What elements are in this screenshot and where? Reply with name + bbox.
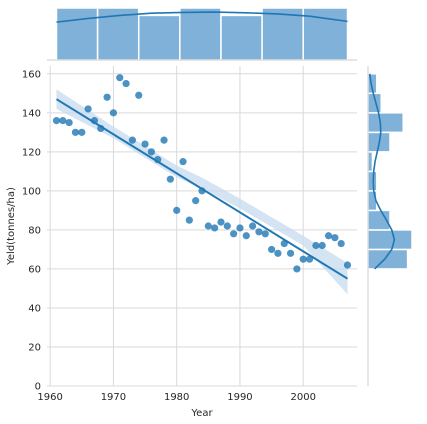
scatter-points (52, 74, 352, 273)
x-tick-label: 1970 (101, 392, 126, 403)
scatter-point (324, 232, 333, 240)
scatter-point (116, 74, 124, 82)
scatter-point (299, 255, 307, 263)
scatter-point (286, 249, 295, 257)
scatter-point (204, 222, 212, 230)
scatter-point (160, 136, 168, 144)
scatter-point (261, 230, 269, 238)
y-tick-label: 100 (22, 186, 41, 197)
y-tick-label: 0 (35, 382, 41, 393)
y-tick-label: 80 (28, 225, 41, 236)
scatter-point (173, 206, 181, 214)
x-tick-label: 1980 (164, 392, 189, 403)
scatter-point (128, 136, 137, 144)
scatter-point (103, 93, 111, 101)
y-tick-label: 120 (22, 147, 41, 158)
scatter-point (337, 239, 345, 248)
scatter-point (217, 218, 225, 226)
y-kde-curve (368, 73, 396, 270)
x-axis-label: Year (190, 408, 213, 419)
scatter-point (255, 228, 263, 236)
scatter-point (242, 232, 250, 240)
scatter-point (84, 105, 92, 113)
y-tick-label: 160 (22, 69, 41, 80)
scatter-point (198, 187, 206, 195)
top-marginal-histogram (47, 7, 357, 61)
x-tick-label: 2000 (290, 392, 315, 403)
scatter-point (65, 118, 73, 127)
y-axis-label: Yeld(tonnes/ha) (6, 187, 17, 266)
scatter-point (109, 109, 118, 117)
x-histogram-bar (137, 14, 181, 61)
scatter-point (78, 128, 86, 136)
y-tick-label: 40 (28, 303, 41, 314)
scatter-point (274, 249, 282, 257)
grid (47, 66, 357, 387)
x-tick-label: 1990 (227, 392, 252, 403)
y-histogram-bar (367, 170, 378, 192)
y-histogram-bar (367, 229, 413, 251)
y-histogram-bar (367, 112, 404, 134)
scatter-point (154, 156, 162, 164)
x-histogram-bar (55, 7, 99, 61)
x-histogram-bar (220, 14, 263, 61)
scatter-point (293, 265, 301, 273)
scatter-point (71, 128, 80, 136)
scatter-point (280, 239, 288, 248)
scatter-point (318, 241, 326, 250)
y-histogram-bar (367, 151, 374, 173)
scatter-point (141, 140, 149, 148)
scatter-point (52, 117, 61, 125)
scatter-point (135, 91, 143, 99)
scatter-point (343, 261, 352, 269)
y-tick-label: 140 (22, 108, 41, 119)
x-tick-label: 1960 (37, 392, 62, 403)
scatter-point (90, 117, 99, 125)
x-histogram-bar (179, 7, 222, 61)
x-histogram-bar (261, 7, 304, 61)
scatter-point (179, 158, 187, 166)
scatter-point (122, 79, 130, 88)
scatter-point (211, 224, 219, 232)
scatter-point (223, 222, 231, 230)
scatter-point (305, 255, 314, 263)
scatter-point (312, 241, 320, 250)
scatter-point (59, 117, 67, 125)
scatter-point (230, 230, 238, 238)
scatter-point (331, 234, 339, 242)
scatter-point (236, 224, 244, 232)
scatter-point (267, 245, 276, 254)
scatter-point (249, 222, 257, 230)
x-kde-curve (56, 11, 348, 23)
x-tick-labels: 1960 1970 1980 1990 2000 (37, 392, 316, 403)
scatter-point (185, 216, 193, 224)
scatter-point (147, 148, 155, 156)
y-tick-label: 20 (28, 342, 41, 353)
right-marginal-histogram (367, 66, 413, 386)
y-tick-labels: 0 20 40 60 80 100 120 140 160 (22, 69, 41, 392)
y-tick-label: 60 (28, 264, 41, 275)
scatter-point (192, 197, 200, 205)
scatter-point (166, 175, 174, 183)
scatter-point (97, 124, 105, 133)
y-histogram-bar (367, 248, 409, 270)
